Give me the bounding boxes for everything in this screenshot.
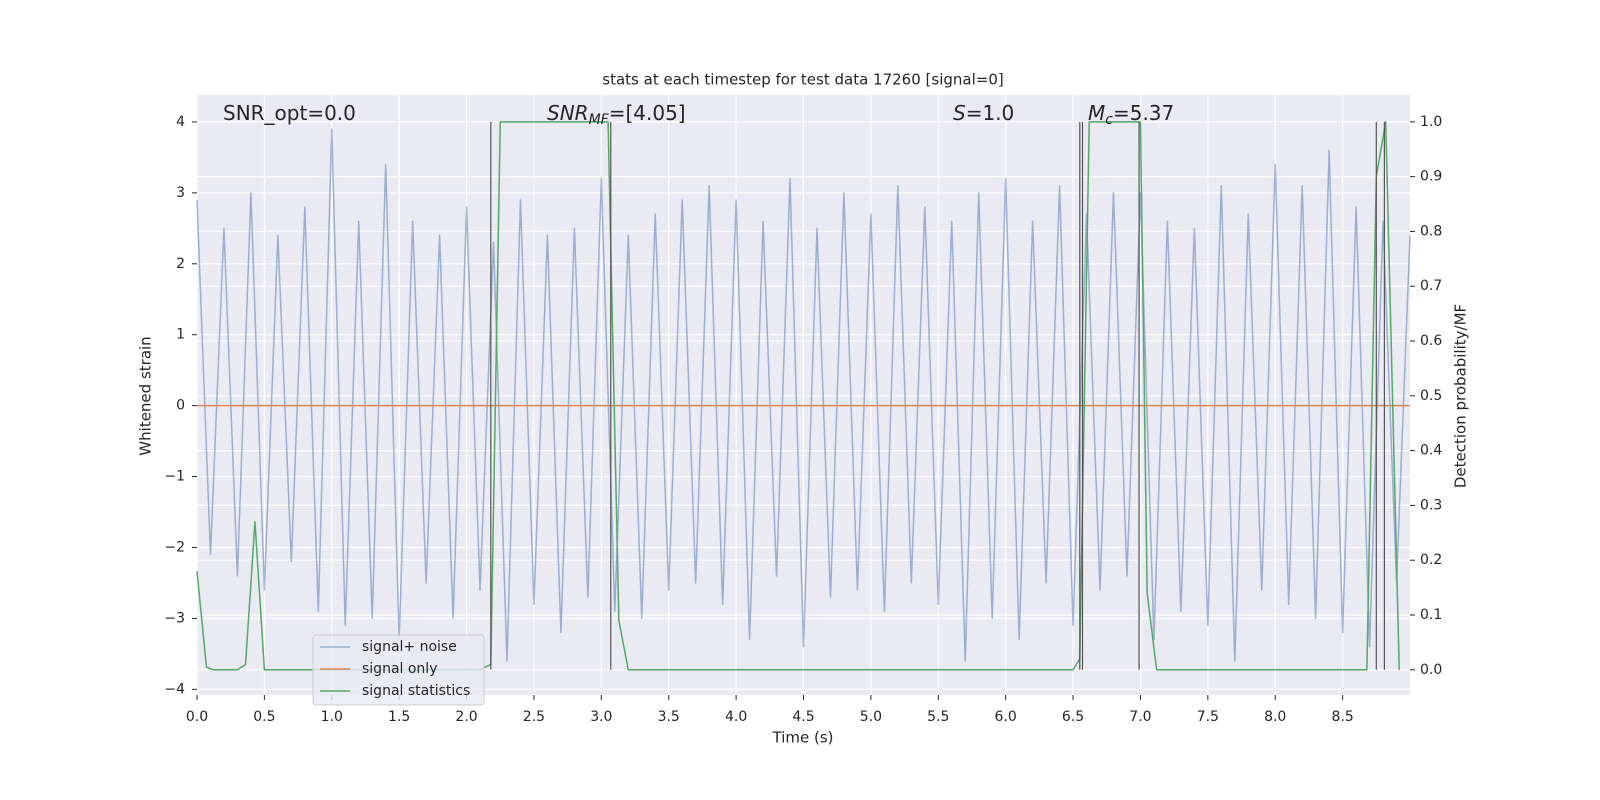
y-tick-label: −4 (164, 681, 185, 697)
y2-tick-label: 0.4 (1420, 443, 1442, 459)
y2-tick-label: 0.3 (1420, 497, 1442, 513)
y-tick-label: −1 (164, 469, 185, 485)
x-axis-label: Time (s) (772, 729, 834, 747)
annotation-subscript: c (1105, 112, 1113, 128)
annotation-text: M (1088, 101, 1105, 125)
y-tick-label: 2 (176, 256, 185, 272)
x-tick-label: 1.0 (321, 709, 343, 725)
y2-tick-label: 0.8 (1420, 223, 1442, 239)
y2-tick-label: 0.7 (1420, 278, 1442, 294)
x-tick-label: 4.5 (792, 709, 814, 725)
annotation-rest: =[4.05] (609, 101, 686, 125)
annotation-text: SNR (547, 101, 589, 125)
y2-tick-label: 0.6 (1420, 333, 1442, 349)
x-tick-label: 7.5 (1197, 709, 1219, 725)
x-tick-label: 3.5 (658, 709, 680, 725)
y2-tick-label: 0.0 (1420, 662, 1442, 678)
y-tick-label: 1 (176, 327, 185, 343)
x-tick-label: 2.0 (455, 709, 477, 725)
legend: signal+ noise signal only signal statistic… (312, 634, 485, 706)
y-tick-label: 0 (176, 398, 185, 414)
y-tick-label: −3 (164, 610, 185, 626)
legend-label: signal only (362, 661, 437, 677)
annotation-rest: =1.0 (966, 101, 1015, 125)
legend-box (312, 634, 485, 706)
x-tick-label: 7.0 (1129, 709, 1151, 725)
x-tick-label: 6.5 (1062, 709, 1084, 725)
legend-label: signal statistics (362, 683, 470, 699)
y2-tick-label: 0.2 (1420, 552, 1442, 568)
x-tick-label: 3.0 (590, 709, 612, 725)
x-tick-label: 8.0 (1264, 709, 1286, 725)
annotation: S=1.0 (953, 101, 1014, 125)
x-tick-label: 6.0 (995, 709, 1017, 725)
x-tick-label: 5.5 (927, 709, 949, 725)
y2-tick-label: 1.0 (1420, 114, 1442, 130)
y2-tick-label: 0.9 (1420, 169, 1442, 185)
x-tick-label: 0.5 (253, 709, 275, 725)
series-line (196, 121, 1400, 671)
chart-title: stats at each timestep for test data 172… (602, 71, 1003, 89)
x-tick-label: 1.5 (388, 709, 410, 725)
annotation: Mc=5.37 (1088, 101, 1174, 129)
y-tick-label: 4 (176, 114, 185, 130)
y2-axis-label: Detection probability/MF (1452, 304, 1470, 488)
annotation-rest: =5.37 (1113, 101, 1174, 125)
x-tick-label: 2.5 (523, 709, 545, 725)
annotation-subscript: MF (589, 112, 610, 128)
y2-tick-label: 0.5 (1420, 388, 1442, 404)
legend-label: signal+ noise (362, 639, 457, 655)
x-tick-label: 0.0 (186, 709, 208, 725)
annotation: SNR_opt=0.0 (223, 101, 356, 125)
annotation: SNRMF=[4.05] (547, 101, 686, 129)
x-tick-label: 4.0 (725, 709, 747, 725)
y-tick-label: −2 (164, 539, 185, 555)
y-axis-label: Whitened strain (137, 336, 155, 455)
y2-tick-label: 0.1 (1420, 607, 1442, 623)
annotation-text: SNR_opt=0.0 (223, 101, 356, 125)
x-tick-label: 8.5 (1331, 709, 1353, 725)
annotation-text: S (953, 101, 966, 125)
x-tick-label: 5.0 (860, 709, 882, 725)
y-tick-label: 3 (176, 185, 185, 201)
